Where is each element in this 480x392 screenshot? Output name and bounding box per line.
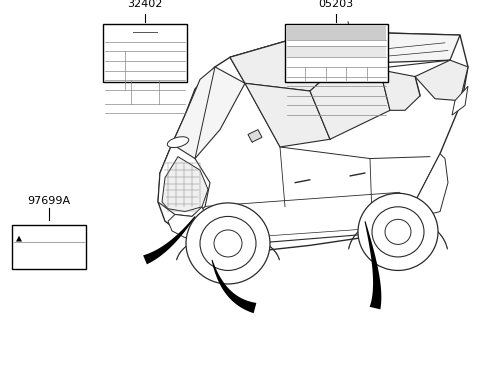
Polygon shape [212,260,256,313]
Polygon shape [143,216,195,264]
Polygon shape [415,60,468,101]
Polygon shape [160,67,245,183]
Bar [287,26,386,40]
Polygon shape [310,64,390,139]
Bar [12,225,86,269]
Circle shape [358,193,438,270]
Polygon shape [158,144,210,216]
Circle shape [385,220,411,244]
Ellipse shape [168,137,189,147]
Polygon shape [245,83,330,147]
Bar [103,24,187,82]
Bar [285,24,388,82]
Circle shape [372,207,424,257]
Polygon shape [230,31,340,91]
Polygon shape [230,31,460,83]
Bar [287,46,386,57]
Text: 32402: 32402 [127,0,163,9]
Polygon shape [452,86,468,115]
Text: 05203: 05203 [318,0,354,9]
Polygon shape [16,236,22,241]
Polygon shape [162,157,208,212]
Polygon shape [158,31,468,253]
Circle shape [186,203,270,284]
Polygon shape [415,154,448,216]
Polygon shape [248,130,262,142]
Polygon shape [380,70,420,110]
Polygon shape [364,221,381,309]
Circle shape [214,230,242,257]
Polygon shape [168,207,208,238]
Circle shape [200,216,256,270]
Text: 97699A: 97699A [27,196,71,206]
